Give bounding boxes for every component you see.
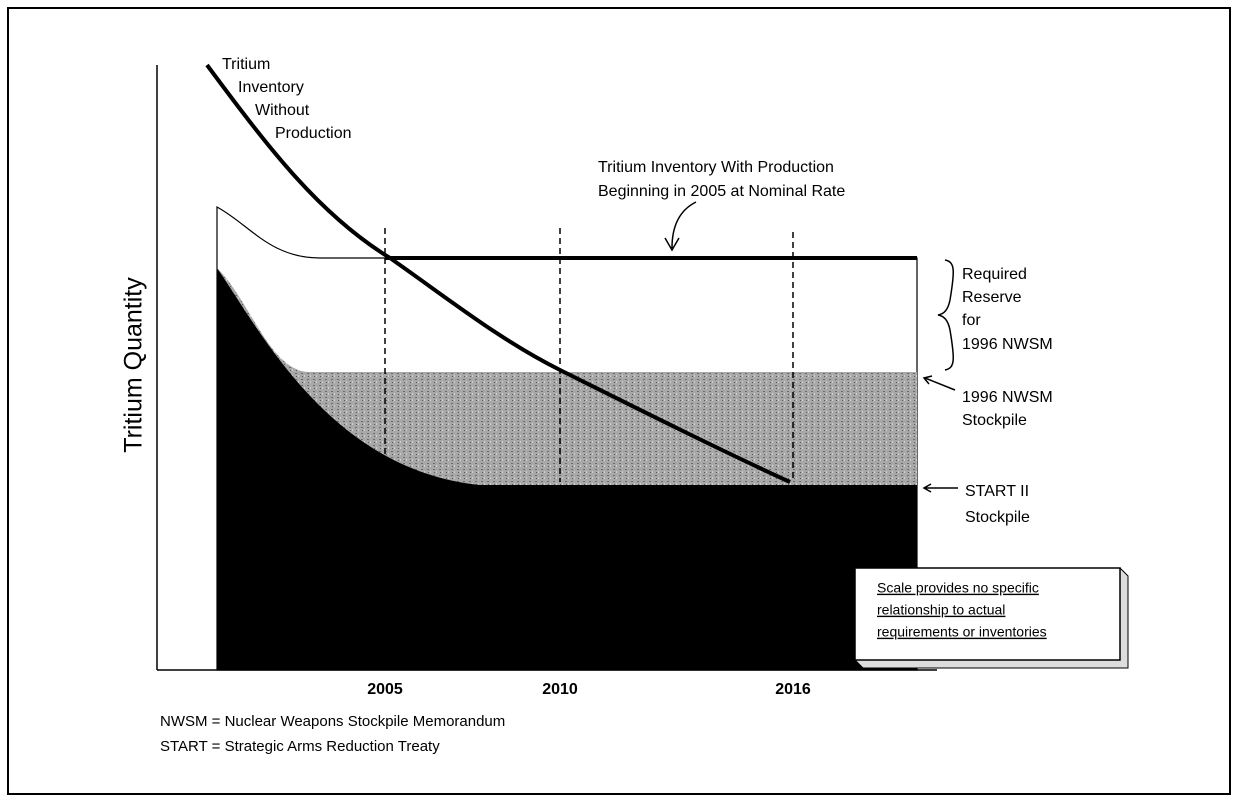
note-box [854, 567, 1129, 669]
footnote: START = Strategic Arms Reduction Treaty [160, 738, 440, 755]
x-label: 2010 [542, 681, 578, 698]
x-label: 2016 [775, 681, 811, 698]
note-text: requirements or inventories [877, 624, 1047, 640]
year-markers [384, 228, 794, 482]
x-label: 2005 [367, 681, 403, 698]
footnote: NWSM = Nuclear Weapons Stockpile Memoran… [160, 713, 505, 730]
reserve-label: for [962, 312, 981, 329]
arrow [664, 201, 697, 252]
nwsm-area [217, 268, 917, 485]
curve-label: Inventory [238, 79, 304, 96]
curve-label: Production [275, 125, 352, 142]
note-text: Scale provides no specific [877, 580, 1039, 596]
no-production-curve [205, 63, 791, 484]
production-label: Tritium Inventory With Production [598, 159, 834, 176]
production-label: Beginning in 2005 at Nominal Rate [598, 183, 845, 200]
reserve-label: 1996 NWSM [962, 336, 1053, 353]
arrow [922, 375, 956, 391]
start-area [217, 268, 917, 670]
nwsm-label: Stockpile [962, 412, 1027, 429]
curve-label: Without [255, 102, 310, 119]
y-axis-label: Tritium Quantity [120, 277, 148, 453]
note-text: relationship to actual [877, 602, 1005, 618]
curve-label: Tritium [222, 56, 270, 73]
start-label: START II [965, 483, 1029, 500]
brace [937, 259, 955, 371]
reserve-label: Reserve [962, 289, 1022, 306]
start-label: Stockpile [965, 509, 1030, 526]
arrow [922, 483, 958, 493]
nwsm-label: 1996 NWSM [962, 389, 1053, 406]
reserve-label: Required [962, 266, 1027, 283]
frame [7, 7, 1231, 795]
